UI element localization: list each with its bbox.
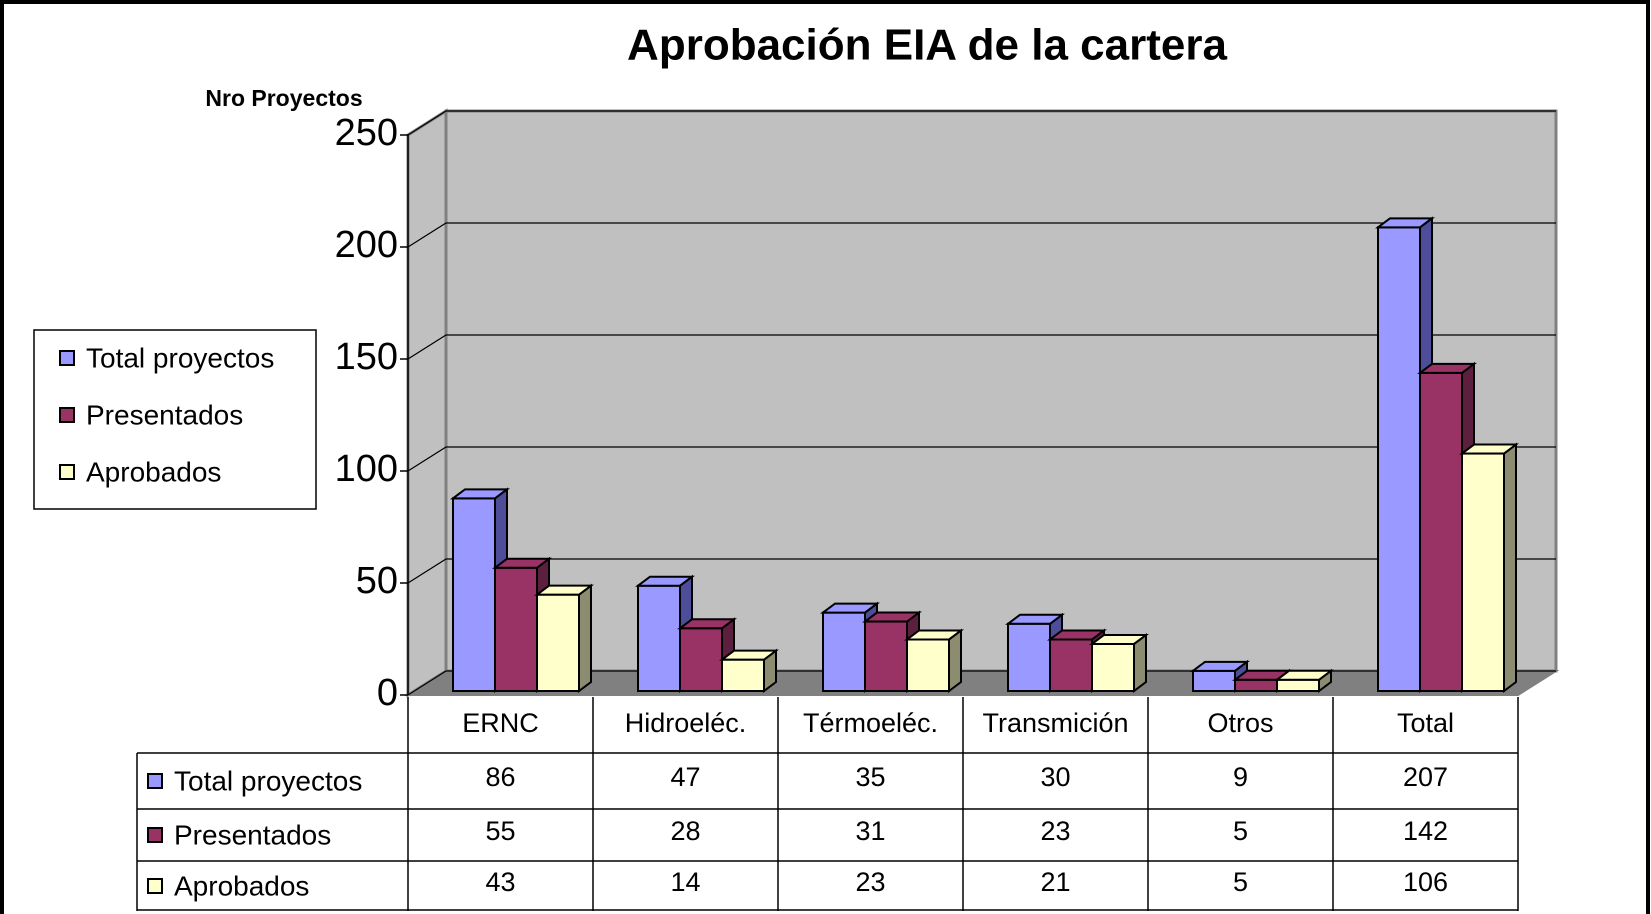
table-row-label: Presentados bbox=[174, 819, 331, 850]
y-tick-label: 0 bbox=[377, 672, 398, 714]
table-value: 28 bbox=[670, 816, 700, 846]
table-value: 43 bbox=[485, 867, 515, 897]
bar bbox=[906, 638, 950, 692]
bar-top bbox=[1459, 443, 1519, 455]
bar bbox=[1461, 452, 1505, 692]
bar-top bbox=[719, 649, 779, 661]
table-value: 31 bbox=[855, 816, 885, 846]
bar bbox=[452, 497, 496, 692]
table-value: 14 bbox=[670, 867, 700, 897]
bar-top bbox=[1417, 362, 1477, 374]
grid-line bbox=[407, 558, 1556, 584]
bar bbox=[1192, 669, 1236, 693]
bar-top bbox=[904, 629, 964, 641]
bar-side bbox=[578, 583, 592, 693]
bar-top bbox=[1190, 660, 1250, 672]
bar bbox=[864, 620, 908, 692]
table-value: 5 bbox=[1233, 867, 1248, 897]
y-axis-label: Nro Proyectos bbox=[205, 85, 362, 111]
chart-title: Aprobación EIA de la cartera bbox=[627, 21, 1227, 70]
bar-top bbox=[820, 602, 880, 614]
table-value: 23 bbox=[1040, 816, 1070, 846]
table-row-label: Total proyectos bbox=[174, 765, 362, 796]
table-value: 9 bbox=[1233, 762, 1248, 792]
table-value: 207 bbox=[1403, 762, 1448, 792]
grid-line bbox=[407, 222, 1556, 248]
legend-box bbox=[33, 329, 317, 510]
table-value: 5 bbox=[1233, 816, 1248, 846]
bar bbox=[536, 593, 580, 692]
table-value: 35 bbox=[855, 762, 885, 792]
x-tick-label: ERNC bbox=[462, 708, 539, 738]
bar bbox=[679, 627, 723, 693]
x-tick-label: Térmoeléc. bbox=[803, 708, 938, 738]
table-value: 86 bbox=[485, 762, 515, 792]
bar-top bbox=[1274, 669, 1334, 681]
table-value: 106 bbox=[1403, 867, 1448, 897]
bar bbox=[1007, 622, 1051, 692]
table-key bbox=[147, 773, 163, 789]
table-value: 142 bbox=[1403, 816, 1448, 846]
bar-top bbox=[534, 584, 594, 596]
bar bbox=[1377, 226, 1421, 692]
x-tick-label: Total bbox=[1397, 708, 1454, 738]
bar bbox=[637, 584, 681, 692]
y-tick-label: 150 bbox=[335, 336, 398, 378]
legend-label: Aprobados bbox=[86, 456, 221, 487]
legend-label: Presentados bbox=[86, 399, 243, 430]
bar-top bbox=[450, 488, 510, 500]
y-tick-label: 200 bbox=[335, 224, 398, 266]
side-wall bbox=[406, 108, 448, 698]
legend-key bbox=[59, 464, 75, 480]
bar bbox=[1234, 678, 1278, 692]
bar-top bbox=[1089, 633, 1149, 645]
bar bbox=[721, 658, 765, 693]
legend-key bbox=[59, 407, 75, 423]
table-key bbox=[147, 827, 163, 843]
bar-top bbox=[1375, 217, 1435, 229]
y-tick-label: 100 bbox=[335, 448, 398, 490]
bar bbox=[1419, 371, 1463, 692]
grid-line bbox=[407, 334, 1556, 360]
table-key bbox=[147, 878, 163, 894]
y-tick-label: 50 bbox=[356, 560, 398, 602]
x-tick-label: Transmición bbox=[982, 708, 1128, 738]
bar bbox=[822, 611, 866, 692]
table-value: 21 bbox=[1040, 867, 1070, 897]
grid-line bbox=[407, 670, 1556, 696]
table-row-label: Aprobados bbox=[174, 870, 309, 901]
bar-top bbox=[635, 575, 695, 587]
table-value: 47 bbox=[670, 762, 700, 792]
bar-side bbox=[1503, 442, 1517, 693]
bar bbox=[1049, 638, 1093, 692]
bar-top bbox=[862, 611, 922, 623]
grid-line bbox=[407, 110, 1556, 136]
table-value: 23 bbox=[855, 867, 885, 897]
x-tick-label: Otros bbox=[1207, 708, 1273, 738]
legend-label: Total proyectos bbox=[86, 342, 274, 373]
legend-key bbox=[59, 350, 75, 366]
bar-top bbox=[1005, 613, 1065, 625]
grid-line bbox=[407, 446, 1556, 472]
bar bbox=[1091, 642, 1135, 693]
bar-top bbox=[492, 557, 552, 569]
x-tick-label: Hidroeléc. bbox=[625, 708, 747, 738]
bar-top bbox=[1047, 629, 1107, 641]
bar-side bbox=[948, 628, 962, 693]
table-value: 30 bbox=[1040, 762, 1070, 792]
bar bbox=[1276, 678, 1320, 692]
bar-top bbox=[677, 618, 737, 630]
bar bbox=[494, 566, 538, 692]
table-value: 55 bbox=[485, 816, 515, 846]
y-tick-label: 250 bbox=[335, 112, 398, 154]
